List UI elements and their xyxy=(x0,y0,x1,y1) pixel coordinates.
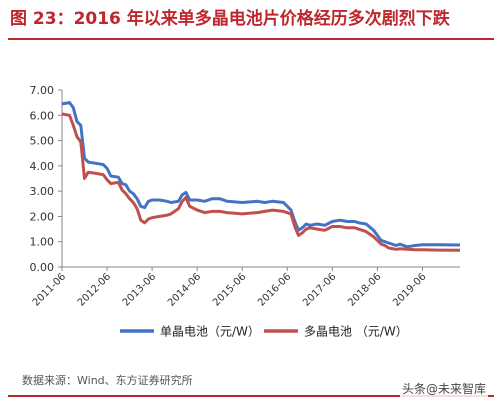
y-tick-label: 4.00 xyxy=(30,160,55,173)
series-line-multi xyxy=(61,112,461,252)
x-tick-label: 2013-06 xyxy=(121,271,158,308)
x-tick-label: 2014-06 xyxy=(166,271,203,308)
chart-title: 图 23：2016 年以来单多晶电池片价格经历多次剧烈下跌 xyxy=(10,9,450,29)
x-tick-label: 2018-06 xyxy=(346,271,383,308)
y-tick-label: 6.00 xyxy=(30,109,55,122)
x-tick-label: 2016-06 xyxy=(256,271,293,308)
y-tick-label: 3.00 xyxy=(30,185,55,198)
series-line-mono xyxy=(61,101,461,249)
source-note: 数据来源：Wind、东方证券研究所 xyxy=(22,374,193,387)
y-tick-label: 2.00 xyxy=(30,210,55,223)
x-tick-label: 2011-06 xyxy=(31,271,68,308)
y-tick-label: 0.00 xyxy=(30,261,55,274)
legend-label-mono: 单晶电池（元/W） xyxy=(160,325,260,339)
legend-label-multi: 多晶电池 （元/W） xyxy=(304,325,408,339)
watermark-label: 头条@未来智库 xyxy=(399,380,488,397)
x-tick-label: 2017-06 xyxy=(301,271,338,308)
title-divider xyxy=(8,38,494,40)
y-tick-label: 7.00 xyxy=(30,84,55,97)
chart-legend: 单晶电池（元/W） 多晶电池 （元/W） xyxy=(120,325,408,339)
x-tick-label: 2012-06 xyxy=(76,271,113,308)
y-tick-label: 1.00 xyxy=(30,236,55,249)
chart-series xyxy=(61,101,461,252)
footer-divider xyxy=(8,395,494,397)
x-tick-label: 2019-06 xyxy=(391,271,428,308)
y-tick-label: 5.00 xyxy=(30,135,55,148)
x-tick-label: 2015-06 xyxy=(211,271,248,308)
